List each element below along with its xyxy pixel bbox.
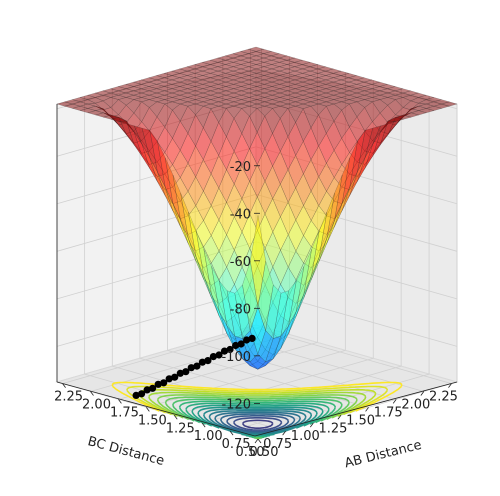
y-tick-mark — [337, 415, 342, 420]
energy-surface — [56, 46, 458, 370]
trajectory-point — [198, 358, 206, 366]
trajectory-point — [176, 369, 184, 377]
axis-lines — [56, 104, 458, 437]
x-tick-mark — [229, 430, 234, 436]
trajectory-point — [248, 334, 256, 342]
y-tick-mark — [309, 422, 314, 428]
x-tick-label: 2.00 — [82, 398, 111, 413]
y-tick-label: 0.75 — [263, 437, 292, 452]
z-axis-ticks: -20 -40 -60 -80 -100 -120 — [221, 160, 260, 412]
trajectory-point — [209, 353, 217, 361]
x-tick-label: 2.25 — [54, 390, 83, 405]
y-tick-mark — [282, 430, 286, 436]
trajectory-point — [193, 362, 201, 370]
y-tick-mark — [254, 438, 259, 444]
trajectory-point — [220, 347, 229, 355]
z-tick-label: -20 — [230, 160, 251, 175]
trajectory-point — [154, 380, 162, 388]
y-tick-label: 1.00 — [291, 429, 320, 444]
z-tick-label: -60 — [230, 255, 251, 270]
x-tick-label: 0.50 — [250, 445, 279, 460]
z-tick-label: -120 — [221, 397, 251, 412]
x-tick-label: 1.25 — [166, 421, 195, 436]
trajectory-point — [215, 351, 223, 359]
x-tick-label: 0.75 — [222, 437, 251, 452]
trajectory-point — [204, 357, 212, 365]
y-tick-mark — [392, 399, 397, 404]
x-tick-mark — [118, 399, 122, 404]
y-tick-label: 1.50 — [346, 413, 375, 428]
x-tick-mark — [146, 407, 150, 412]
trajectory-point — [143, 386, 151, 394]
trajectory-point — [243, 336, 251, 344]
y-tick-label: 1.75 — [374, 405, 403, 420]
trajectory-point — [165, 375, 173, 383]
x-tick-label: 1.75 — [110, 405, 139, 420]
contour-projection — [111, 381, 403, 440]
y-tick-mark — [448, 383, 452, 388]
y-tick-label: 2.00 — [401, 398, 430, 413]
contour-line — [233, 417, 283, 431]
contour-line — [111, 381, 403, 412]
y-tick-label: 0.50 — [236, 445, 265, 460]
y-tick-label: 1.25 — [318, 421, 347, 436]
trajectory-point — [237, 340, 245, 348]
x-tick-mark — [201, 422, 206, 428]
trajectory-point — [187, 364, 195, 372]
y-axis-label: BC Distance — [86, 434, 166, 469]
z-tick-label: -80 — [230, 302, 251, 317]
y-tick-label: 2.25 — [429, 390, 458, 405]
x-tick-mark — [173, 415, 178, 420]
trajectory — [132, 334, 256, 399]
x-tick-mark — [62, 383, 66, 388]
y-tick-mark — [365, 407, 369, 412]
trajectory-point — [232, 341, 240, 350]
trajectory-point — [160, 379, 168, 387]
x-tick-mark — [257, 438, 262, 444]
z-tick-label: -100 — [221, 350, 251, 365]
contour-line — [156, 394, 358, 440]
z-tick-label: -40 — [230, 207, 251, 222]
contour-line — [241, 419, 274, 429]
contour-line — [148, 391, 367, 417]
x-axis-label: AB Distance — [343, 438, 423, 472]
trajectory-point — [138, 390, 146, 398]
x-tick-label: 1.50 — [138, 413, 167, 428]
trajectory-point — [149, 384, 157, 392]
contour-line — [137, 389, 377, 416]
trajectory-point — [226, 345, 234, 354]
y-axis-ticks: 0.500.751.001.251.501.752.002.25 — [236, 383, 458, 460]
x-tick-label: 1.00 — [194, 429, 223, 444]
trajectory-point — [171, 373, 179, 381]
x-tick-mark — [90, 391, 94, 396]
trajectory-point — [132, 391, 140, 399]
trajectory-point — [182, 368, 190, 376]
contour-line — [226, 415, 290, 433]
y-tick-mark — [420, 391, 425, 396]
x-axis-ticks: 0.500.751.001.251.501.752.002.25 — [54, 383, 279, 460]
